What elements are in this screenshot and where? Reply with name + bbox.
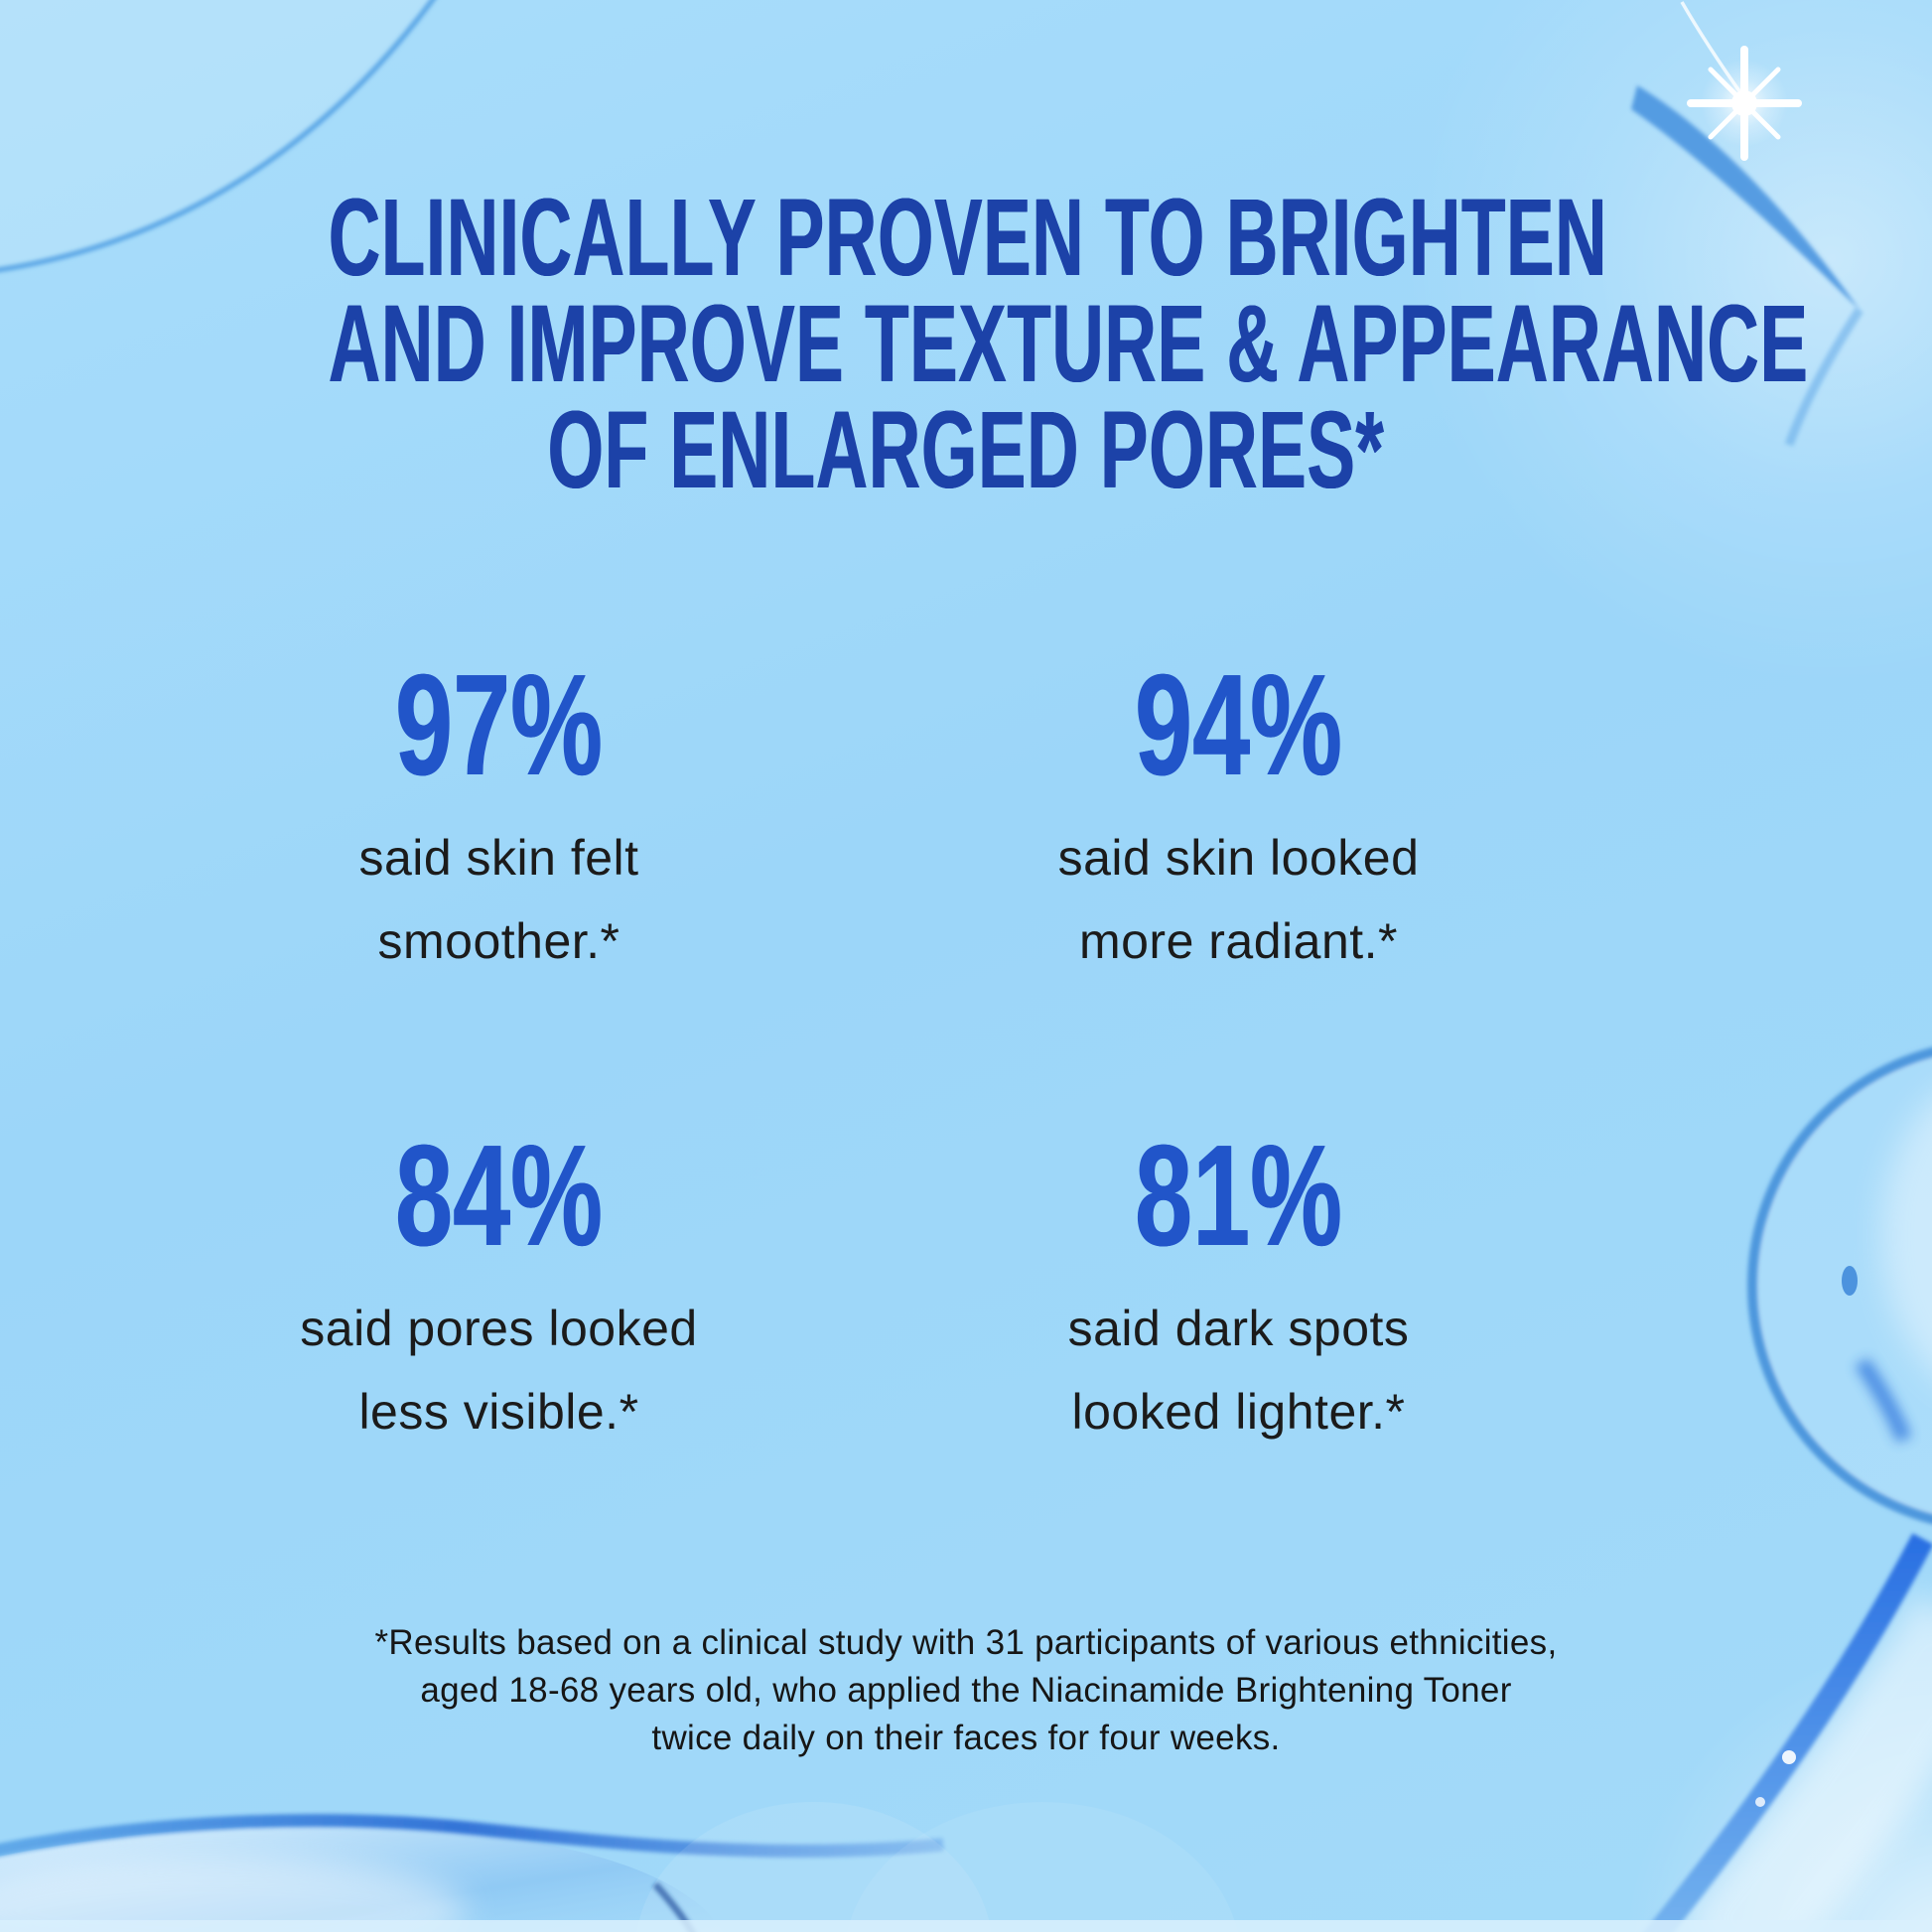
footnote-line-1: *Results based on a clinical study with … bbox=[374, 1623, 1558, 1662]
page-title: CLINICALLY PROVEN TO BRIGHTEN AND IMPROV… bbox=[0, 177, 1932, 511]
stat-percent: 97% bbox=[395, 644, 603, 805]
stat-description-line: said skin looked bbox=[1057, 830, 1420, 886]
stat-description-line: said pores looked bbox=[300, 1301, 698, 1356]
headline-line-2: AND IMPROVE TEXTURE & APPEARANCE bbox=[328, 283, 1809, 405]
headline-line-3: OF ENLARGED PORES* bbox=[547, 389, 1385, 511]
bubble-right bbox=[1747, 1046, 1932, 1525]
stat-card-skin-radiant: 94% said skin looked more radiant.* bbox=[869, 644, 1608, 983]
stat-description: said dark spots looked lighter.* bbox=[869, 1287, 1608, 1453]
footnote-line-3: twice daily on their faces for four week… bbox=[651, 1719, 1281, 1757]
stat-card-dark-spots-lighter: 81% said dark spots looked lighter.* bbox=[869, 1115, 1608, 1453]
stat-description: said skin looked more radiant.* bbox=[869, 816, 1608, 983]
footnote: *Results based on a clinical study with … bbox=[0, 1619, 1932, 1762]
water-wave-bottom-left bbox=[0, 1802, 1932, 1932]
stat-description-line: smoother.* bbox=[377, 913, 621, 969]
stat-card-skin-smoother: 97% said skin felt smoother.* bbox=[129, 644, 869, 983]
stats-grid-row-2: 84% said pores looked less visible.* 81%… bbox=[129, 1115, 1608, 1453]
stat-description-line: said skin felt bbox=[358, 830, 639, 886]
stat-percent: 84% bbox=[395, 1115, 603, 1276]
stat-card-pores-less-visible: 84% said pores looked less visible.* bbox=[129, 1115, 869, 1453]
stats-grid-row-1: 97% said skin felt smoother.* 94% said s… bbox=[129, 644, 1608, 983]
headline-line-1: CLINICALLY PROVEN TO BRIGHTEN bbox=[328, 177, 1608, 299]
sparkle-starburst-icon bbox=[1687, 46, 1802, 161]
stat-description: said pores looked less visible.* bbox=[129, 1287, 869, 1453]
stat-percent: 81% bbox=[1135, 1115, 1342, 1276]
stat-description-line: more radiant.* bbox=[1078, 913, 1399, 969]
stat-description-line: said dark spots bbox=[1067, 1301, 1410, 1356]
stat-description: said skin felt smoother.* bbox=[129, 816, 869, 983]
stat-description-line: less visible.* bbox=[358, 1384, 639, 1440]
stat-percent: 94% bbox=[1135, 644, 1342, 805]
footnote-line-2: aged 18-68 years old, who applied the Ni… bbox=[420, 1671, 1512, 1710]
stat-description-line: looked lighter.* bbox=[1071, 1384, 1406, 1440]
